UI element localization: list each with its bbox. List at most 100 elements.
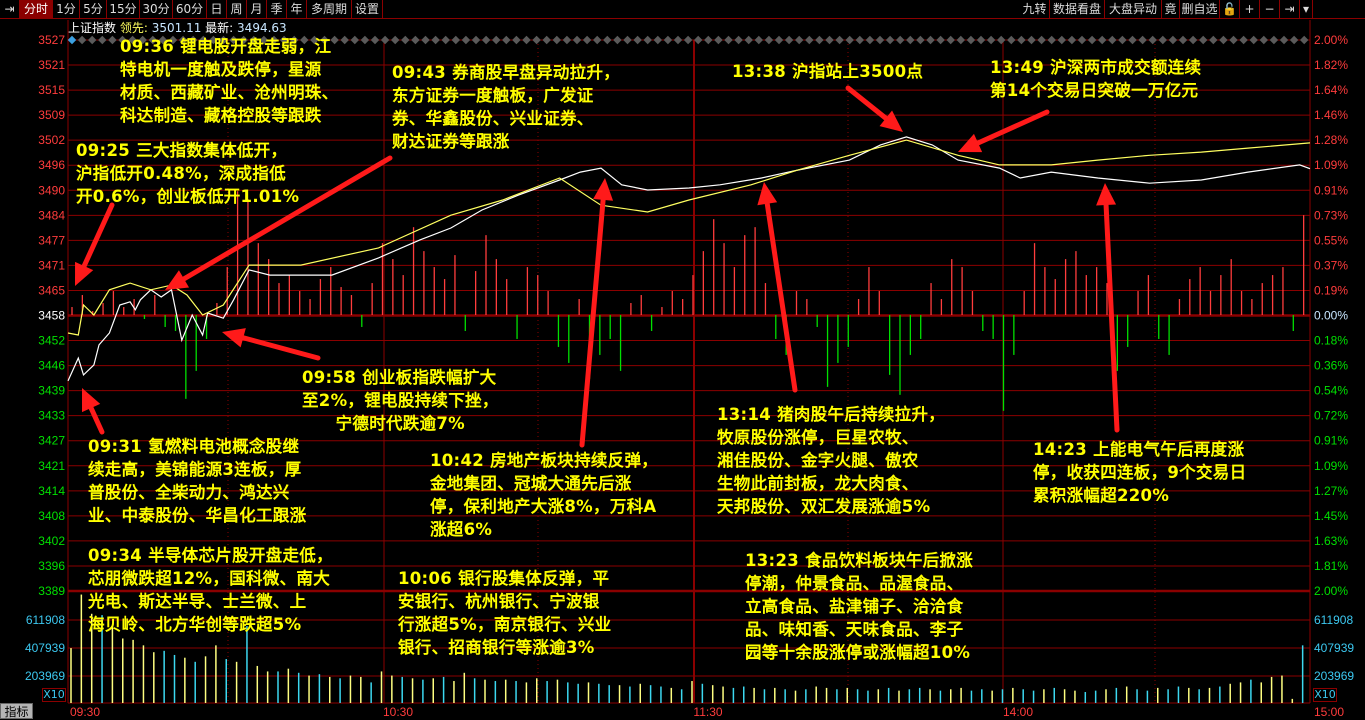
diamond-marker [1138,35,1147,45]
price-tick-label: 3471 [38,258,65,272]
annotation-line: 第14个交易日突破一万亿元 [990,81,1199,100]
diamond-marker [784,35,794,45]
annotation-line: 安银行、杭州银行、宁波银 [398,592,600,611]
toolbar-button-3[interactable]: 竟 [1162,0,1180,18]
diamond-marker [502,35,511,45]
diamond-marker [673,35,683,45]
news-annotation: 13:14 猪肉股午后持续拉升， 牧原股份涨停，巨星农牧、 湘佳股份、金字火腿、傲农… [717,403,945,518]
price-tick-label: 3484 [38,208,65,222]
annotation-line: 涨超6% [430,520,493,539]
diamond-marker [895,35,905,45]
diamond-marker [1087,35,1097,45]
diamond-marker [774,35,784,45]
diamond-marker [1108,35,1117,45]
annotation-line: 10:06 银行股集体反弹，平 [398,569,610,588]
tab-12[interactable]: 多周期 [307,0,352,18]
pct-tick-label: 2.00% [1314,33,1348,47]
diamond-marker [794,35,804,45]
annotation-line: 银行、招商银行等涨逾3% [398,638,595,657]
diamond-marker [825,35,834,45]
diamond-marker [764,35,774,45]
pct-tick-label: 1.63% [1314,534,1348,548]
pct-tick-label: 1.81% [1314,559,1348,573]
diamond-marker [966,35,976,45]
tab-10[interactable]: 季 [267,0,287,18]
diamond-marker [885,35,895,45]
volume-tick-label: 407939 [1314,641,1354,655]
annotation-line: 13:38 沪指站上3500点 [732,62,924,81]
diamond-marker [623,35,632,45]
tab-8[interactable]: 周 [227,0,247,18]
toolbar-button-4[interactable]: 删自选 [1180,0,1220,18]
dropdown-icon[interactable]: ▾ [1300,0,1313,18]
toolbar-button-2[interactable]: 大盘异动 [1105,0,1162,18]
pct-tick-label: 0.72% [1314,409,1348,423]
diamond-marker [168,35,178,45]
annotation-line: 至2%，锂电股持续下挫， [302,391,499,410]
plus-icon[interactable]: + [1240,0,1260,18]
annotation-line: 09:43 券商股早盘异动拉升， [392,63,621,82]
price-tick-label: 3433 [38,409,65,423]
price-tick-label: 3439 [38,384,65,398]
time-tick-label: 10:30 [383,705,413,719]
minus-icon[interactable]: − [1260,0,1280,18]
last-label: 最新: [205,21,234,35]
news-annotation: 09:25 三大指数集体低开， 沪指低开0.48%，深成指低 开0.6%，创业板低开… [76,139,299,208]
volume-scale-right[interactable]: X10 [1313,688,1337,702]
diamond-marker [310,35,319,45]
diamond-marker [1118,35,1127,45]
pct-tick-label: 0.36% [1314,359,1348,373]
tab-1[interactable]: 分时 [20,0,53,18]
diamond-marker [572,35,582,45]
diamond-marker [815,35,824,45]
toolbar-button-1[interactable]: 数据看盘 [1050,0,1105,18]
pct-tick-label: 0.73% [1314,208,1348,222]
diamond-marker [1209,35,1218,45]
index-info-bar: 上证指数 领先: 3501.11 最新: 3494.63 [68,20,287,36]
tab-6[interactable]: 60分 [173,0,207,18]
annotation-line: 停，收获四连板，9个交易日 [1033,463,1247,482]
toolbar-button-0[interactable]: 九转 [1020,0,1050,18]
price-tick-label: 3452 [38,334,65,348]
lead-label: 领先: [119,21,148,35]
annotation-line: 光电、斯达半导、士兰微、上 [88,592,307,611]
jump-to-end-icon[interactable]: ⇥ [1280,0,1300,18]
lead-value: 3501.11 [151,21,202,35]
indicator-button[interactable]: 指标 [0,703,33,719]
diamond-marker [219,35,228,45]
annotation-line: 宁德时代跌逾7% [302,414,466,433]
tab-5[interactable]: 30分 [140,0,173,18]
annotation-line: 09:25 三大指数集体低开， [76,141,288,160]
tab-9[interactable]: 月 [247,0,267,18]
diamond-marker [805,35,814,45]
tab-13[interactable]: 设置 [352,0,383,18]
tab-7[interactable]: 日 [207,0,227,18]
volume-scale-left[interactable]: X10 [42,688,66,702]
diamond-marker [633,35,642,45]
diamond-marker [1057,35,1067,45]
diamond-marker [653,35,663,45]
time-tick-label: 11:30 [693,705,722,719]
diamond-marker [421,35,430,45]
pct-tick-label: 1.28% [1314,133,1348,147]
annotation-line: 特电机一度触及跌停，星源 [120,60,322,79]
pct-tick-label: 0.18% [1314,334,1348,348]
news-annotation: 13:49 沪深两市成交额连续 第14个交易日突破一万亿元 [990,56,1201,102]
news-annotation: 09:31 氢燃料电池概念股继 续走高，美锦能源3连板，厚 普股份、全柴动力、鸿达兴… [88,435,306,527]
tab-3[interactable]: 5分 [80,0,107,18]
price-tick-label: 3521 [38,58,65,72]
jump-to-end-icon[interactable]: ⇥ [0,0,20,18]
tab-4[interactable]: 15分 [107,0,140,18]
tab-2[interactable]: 1分 [53,0,80,18]
diamond-marker [1188,35,1198,45]
lock-open-icon[interactable]: 🔓 [1220,0,1240,18]
diamond-marker [936,35,945,45]
diamond-marker [118,35,127,45]
price-tick-label: 3496 [38,158,65,172]
diamond-marker [350,35,360,45]
diamond-marker [67,35,77,45]
tab-11[interactable]: 年 [287,0,307,18]
price-tick-label: 3477 [38,233,65,247]
diamond-marker [1289,35,1299,45]
